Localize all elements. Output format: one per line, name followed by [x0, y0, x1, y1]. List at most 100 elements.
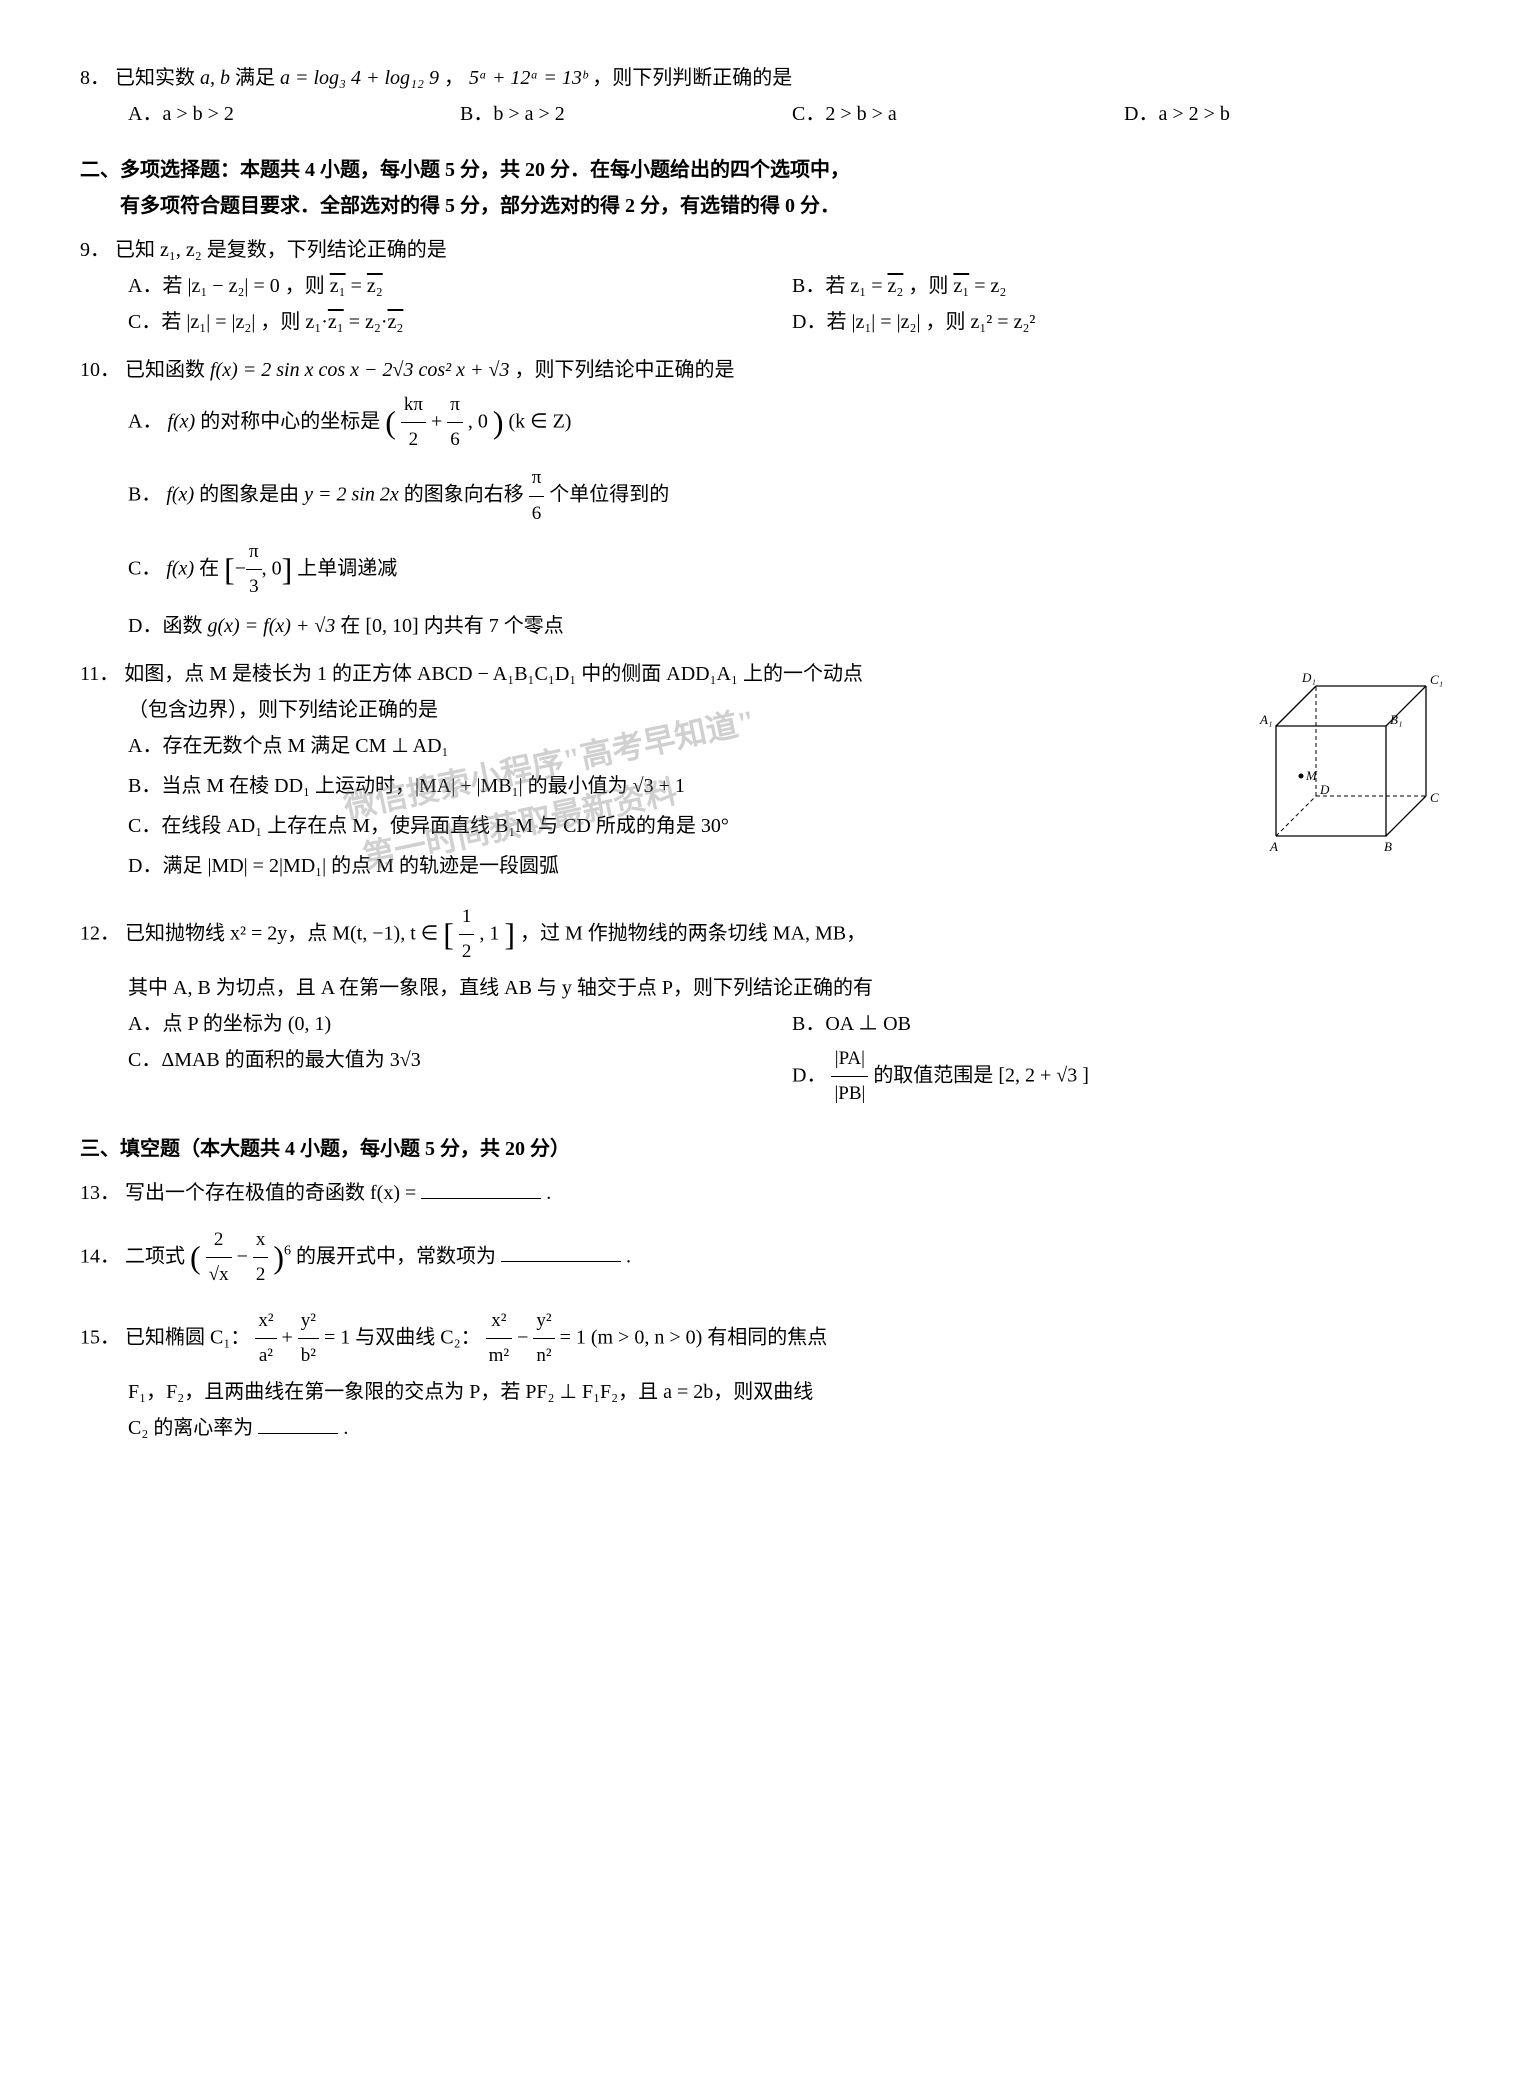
q10C-c: 在	[199, 557, 224, 579]
q9B2-eq: =	[974, 275, 990, 297]
q10-optD: D．函数 g(x) = f(x) + √3 在 [0, 10] 内共有 7 个零…	[128, 608, 1456, 644]
q14-stem-b: 的展开式中，常数项为	[296, 1245, 501, 1267]
q9B-suf: ，则	[908, 275, 953, 297]
q10B-a: B．	[128, 484, 161, 506]
q14-period: .	[626, 1245, 631, 1267]
q9-stem: 已知 z₁, z₂ 是复数，下列结论正确的是	[115, 239, 447, 261]
q8-eq1: a = log₃ 4 + log₁₂ 9	[280, 67, 439, 89]
q10B-c: 的图象是由	[199, 484, 304, 506]
q10A-f2d: 6	[447, 423, 463, 457]
q15-eq1: = 1	[324, 1327, 350, 1349]
q10B-e: 的图象向右移	[404, 484, 529, 506]
section3-header: 三、填空题（本大题共 4 小题，每小题 5 分，共 20 分）	[80, 1131, 1456, 1167]
question-10: 10． 已知函数 f(x) = 2 sin x cos x − 2√3 cos²…	[80, 352, 1456, 644]
q12-optA: A．点 P 的坐标为 (0, 1)	[128, 1006, 792, 1042]
q10C-tail: , 0	[262, 557, 282, 579]
q11-stem-a: 如图，点 M 是棱长为 1 的正方体 ABCD − A₁B₁C₁D₁ 中的侧面 …	[124, 663, 863, 685]
q11-optA: A．存在无数个点 M 满足 CM ⊥ AD₁	[128, 728, 1236, 764]
q9-optC: C．若 |z₁| = |z₂| ，则 z₁·z₁ = z₂·z₂	[128, 304, 792, 340]
q12-stem-a: 已知抛物线 x² = 2y，点 M(t, −1), t ∈	[125, 922, 443, 944]
q10A-a: A．	[128, 410, 162, 432]
q12-brc: , 1	[479, 922, 499, 944]
q10A-f1d: 2	[401, 423, 426, 457]
q12-stem-b: ，过 M 作抛物线的两条切线 MA, MB，	[520, 922, 866, 944]
q14-num: 14．	[80, 1245, 120, 1267]
cube-label-C: C	[1430, 790, 1439, 805]
q9C-pre: C．若	[128, 311, 186, 333]
q12-brr: ]	[504, 916, 515, 952]
q11-stem-b: （包含边界），则下列结论正确的是	[128, 692, 1236, 728]
q14-f1d: √x	[206, 1258, 232, 1292]
q12-optC: C．ΔMAB 的面积的最大值为 3√3	[128, 1042, 792, 1111]
q14-minus: −	[237, 1245, 253, 1267]
q15-num: 15．	[80, 1327, 120, 1349]
cube-label-A1: A₁	[1259, 712, 1272, 727]
q9A-mid: |z₁ − z₂| = 0	[187, 275, 279, 297]
q10-optA: A． f(x) 的对称中心的坐标是 ( kπ2 + π6 , 0 ) (k ∈ …	[128, 388, 1456, 457]
q10C-fd: 3	[246, 570, 262, 604]
q8-optD: D．a > 2 > b	[1124, 96, 1456, 132]
q12-optB: B．OA ⊥ OB	[792, 1006, 1456, 1042]
q8-stem-c: ，则下列判断正确的是	[592, 67, 792, 89]
q15-stem-c: 有相同的焦点	[707, 1327, 827, 1349]
cube-diagram: M A B C D A₁ B₁ C₁ D₁	[1246, 656, 1456, 868]
q15-plus1: +	[282, 1327, 298, 1349]
q14-blank	[501, 1241, 621, 1262]
q10C-b: f(x)	[166, 557, 194, 579]
q12-optD: D． |PA||PB| 的取值范围是 [2, 2 + √3 ]	[792, 1042, 1456, 1111]
question-8: 8． 已知实数 a, b 满足 a = log₃ 4 + log₁₂ 9 ， 5…	[80, 60, 1456, 132]
cube-label-B: B	[1384, 839, 1392, 854]
q10A-tail: , 0	[468, 410, 488, 432]
q9C-mid: |z₁| = |z₂|	[186, 311, 255, 333]
q9-optB: B．若 z₁ = z₂ ，则 z₁ = z₂	[792, 268, 1456, 304]
q10-stem-b: ，则下列结论中正确的是	[514, 359, 734, 381]
q9D-end: z₁² = z₂²	[970, 311, 1035, 333]
q9C-b: z₁	[328, 311, 344, 333]
q10D-a: D．函数	[128, 615, 207, 637]
q12D-n: |PA|	[831, 1042, 868, 1077]
q10D-c: 在 [0, 10] 内共有 7 个零点	[340, 615, 563, 637]
q15-e2t1n: x²	[486, 1304, 512, 1339]
q9-num: 9．	[80, 239, 110, 261]
q8-optC: C．2 > b > a	[792, 96, 1124, 132]
q10-fx: f(x) = 2 sin x cos x − 2√3 cos² x + √3	[210, 359, 509, 381]
cube-label-A: A	[1269, 839, 1278, 854]
q15-stem-e: C₂ 的离心率为	[128, 1417, 258, 1439]
question-13: 13． 写出一个存在极值的奇函数 f(x) = .	[80, 1175, 1456, 1211]
q15-e1t2n: y²	[298, 1304, 319, 1339]
q9A-eq: =	[351, 275, 367, 297]
q11-optD: D．满足 |MD| = 2|MD₁| 的点 M 的轨迹是一段圆弧	[128, 848, 1236, 884]
q8-stem-b: 满足	[235, 67, 275, 89]
question-12: 12． 已知抛物线 x² = 2y，点 M(t, −1), t ∈ [ 12 ,…	[80, 900, 1456, 1111]
q8-comma: ，	[444, 67, 464, 89]
q15-e2t2n: y²	[533, 1304, 554, 1339]
q10A-c: 的对称中心的坐标是	[200, 410, 385, 432]
q12-stem-c: 其中 A, B 为切点，且 A 在第一象限，直线 AB 与 y 轴交于点 P，则…	[128, 970, 1456, 1006]
q12-options: A．点 P 的坐标为 (0, 1) B．OA ⊥ OB C．ΔMAB 的面积的最…	[128, 1006, 1456, 1111]
q9B2-l: z₁	[953, 275, 969, 297]
q13-blank	[421, 1178, 541, 1199]
q9B-r: z₂	[887, 275, 903, 297]
q10A-k: (k ∈ Z)	[509, 410, 572, 432]
q15-stem-b: 与双曲线 C₂：	[355, 1327, 480, 1349]
q9C-a: z₁·	[305, 311, 328, 333]
q9B-pre: B．若	[792, 275, 850, 297]
q10-stem-a: 已知函数	[125, 359, 210, 381]
q12-fn: 1	[459, 900, 475, 935]
q10C-fn: π	[246, 535, 262, 570]
q15-stem-a: 已知椭圆 C₁：	[125, 1327, 250, 1349]
q8-stem-a: 已知实数	[115, 67, 195, 89]
q10B-b: f(x)	[166, 484, 194, 506]
q10A-f1n: kπ	[401, 388, 426, 423]
q15-e2t1d: m²	[486, 1339, 512, 1373]
q10B-fd: 6	[529, 497, 545, 531]
q15-stem-d: F₁，F₂，且两曲线在第一象限的交点为 P，若 PF₂ ⊥ F₁F₂，且 a =…	[128, 1374, 1456, 1410]
question-14: 14． 二项式 ( 2√x − x2 )6 的展开式中，常数项为 .	[80, 1223, 1456, 1292]
q12-fd: 2	[459, 935, 475, 969]
q15-e1t1n: x²	[255, 1304, 276, 1339]
question-15: 15． 已知椭圆 C₁： x²a² + y²b² = 1 与双曲线 C₂： x²…	[80, 1304, 1456, 1445]
q8-optB: B．b > a > 2	[460, 96, 792, 132]
q10-optC: C． f(x) 在 [−π3, 0] 上单调递减	[128, 535, 1456, 604]
q12D-b: 的取值范围是	[873, 1064, 998, 1086]
q9D-mid: |z₁| = |z₂|	[851, 311, 920, 333]
